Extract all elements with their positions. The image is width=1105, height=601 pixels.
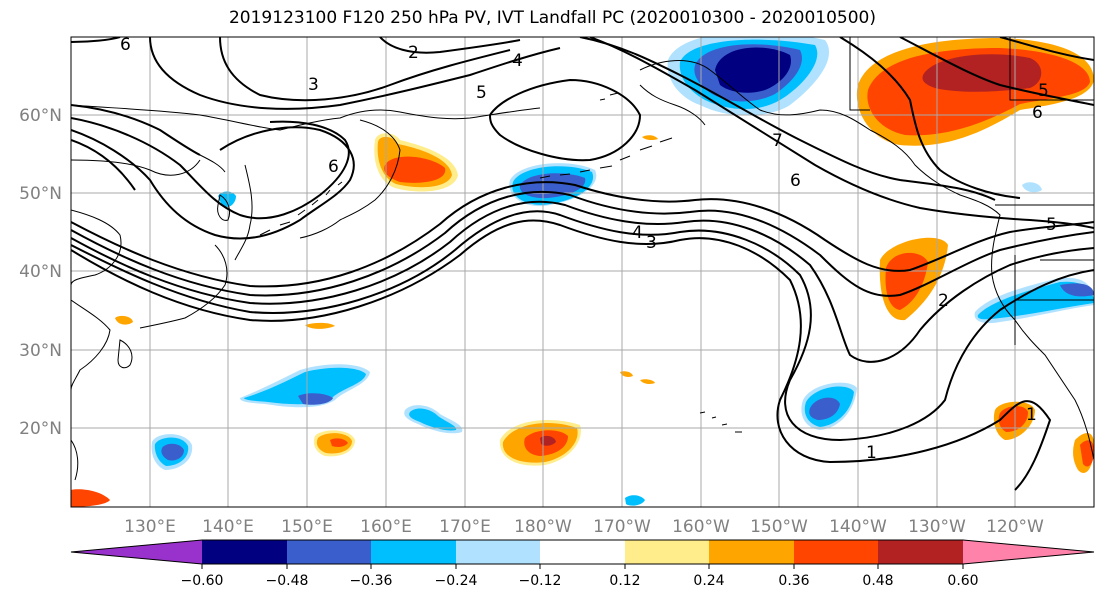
colorbar-segment — [963, 540, 1094, 564]
colorbar-label: 0.60 — [947, 573, 978, 589]
colorbar-label: 0.36 — [778, 573, 809, 589]
anomaly-shading — [71, 37, 1094, 507]
lon-label: 170°W — [593, 517, 651, 537]
colorbar-segment — [202, 540, 287, 564]
colorbar-segments — [70, 539, 1095, 565]
pv-contour-6 — [71, 126, 355, 240]
lat-labels: 60°N 50°N 40°N 30°N 20°N — [19, 106, 62, 439]
pv-contour-13 — [589, 37, 1094, 229]
pv-contour-18 — [71, 37, 121, 43]
pv-contour-4 — [71, 190, 1094, 297]
colorbar-ticks — [201, 564, 964, 569]
pv-contour-2 — [71, 210, 1094, 442]
lat-label: 40°N — [19, 262, 62, 282]
lat-label: 60°N — [19, 106, 62, 126]
pv-contour-7 — [71, 117, 350, 220]
colorbar-label: 0.24 — [693, 573, 724, 589]
contour-label: 7 — [772, 131, 783, 151]
contour-label: 2 — [408, 43, 419, 63]
pv-contour-17 — [999, 37, 1094, 61]
contour-labels: 6 2 3 4 5 6 7 6 4 3 5 2 1 1 6 5 — [120, 35, 1057, 463]
colorbar-label: −0.60 — [181, 573, 224, 589]
plot-frame — [70, 36, 1095, 508]
lon-label: 160°W — [672, 517, 730, 537]
colorbar-label: −0.12 — [519, 573, 562, 589]
colorbar-segment — [540, 540, 625, 564]
colorbar-segment — [371, 540, 456, 564]
colorbar-labels: −0.60 −0.48 −0.36 −0.24 −0.12 0.12 0.24 … — [181, 573, 979, 589]
contour-label: 5 — [1046, 215, 1057, 235]
pv-contour-11 — [488, 78, 642, 162]
colorbar-segment — [878, 540, 963, 564]
pv-contour-8 — [219, 37, 511, 102]
pv-contours — [71, 37, 1094, 491]
lon-label: 130°W — [908, 517, 966, 537]
pv-contour-14 — [71, 139, 136, 191]
colorbar-label: −0.36 — [350, 573, 393, 589]
contour-label: 3 — [308, 75, 319, 95]
contour-label: 4 — [512, 51, 523, 71]
lon-label: 150°E — [281, 517, 333, 537]
lon-label: 160°E — [360, 517, 412, 537]
contour-label: 6 — [790, 171, 801, 191]
colorbar-segment — [456, 540, 540, 564]
lon-label: 150°W — [750, 517, 808, 537]
contour-label: 1 — [866, 443, 877, 463]
contour-label: 3 — [646, 233, 657, 253]
pv-contour-3 — [71, 200, 1094, 363]
lon-label: 130°E — [124, 517, 176, 537]
contour-label: 6 — [328, 157, 339, 177]
lon-labels: 130°E 140°E 150°E 160°E 170°E 180°W 170°… — [124, 517, 1044, 537]
lon-label: 140°E — [202, 517, 254, 537]
colorbar: −0.60 −0.48 −0.36 −0.24 −0.12 0.12 0.24 … — [70, 539, 1095, 589]
pv-contour-19 — [71, 104, 201, 156]
colorbar-label: 0.48 — [862, 573, 893, 589]
colorbar-label: −0.24 — [435, 573, 478, 589]
colorbar-label: 0.12 — [609, 573, 640, 589]
pv-contour-10 — [379, 37, 521, 54]
map-title: 2019123100 F120 250 hPa PV, IVT Landfall… — [228, 8, 876, 28]
contour-label: 1 — [1026, 405, 1037, 425]
contour-label: 2 — [938, 291, 949, 311]
pv-contour-5 — [71, 181, 1094, 288]
contour-label: 5 — [1038, 81, 1049, 101]
lon-label: 140°W — [829, 517, 887, 537]
colorbar-segment — [287, 540, 371, 564]
colorbar-label: −0.48 — [266, 573, 309, 589]
contour-label: 6 — [1032, 103, 1043, 123]
pv-contour-9 — [149, 37, 561, 110]
pv-contour-1 — [71, 219, 1052, 491]
lon-label: 120°W — [986, 517, 1044, 537]
contour-label: 6 — [120, 35, 131, 55]
lon-label: 180°W — [514, 517, 572, 537]
gridlines — [71, 37, 1094, 507]
colorbar-segment — [71, 540, 202, 564]
lon-label: 170°E — [439, 517, 491, 537]
contour-label: 5 — [476, 83, 487, 103]
pv-contour-12 — [579, 37, 996, 201]
pv-contour-16 — [899, 37, 1094, 106]
lat-label: 30°N — [19, 341, 62, 361]
lat-label: 20°N — [19, 419, 62, 439]
lat-label: 50°N — [19, 184, 62, 204]
colorbar-segment — [794, 540, 878, 564]
colorbar-segment — [625, 540, 709, 564]
pv-contour-15 — [839, 37, 1021, 199]
colorbar-segment — [709, 540, 794, 564]
contour-label: 4 — [632, 223, 643, 243]
